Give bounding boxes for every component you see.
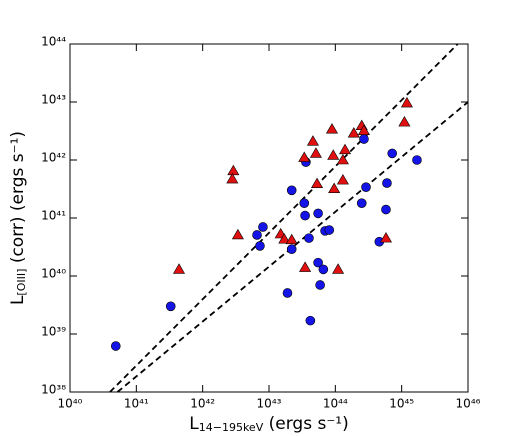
triangle-point [309, 147, 322, 158]
y-tick-label: 10⁴² [41, 151, 66, 165]
y-tick-label: 10⁴⁴ [41, 35, 66, 49]
triangle-point [332, 263, 345, 274]
triangle-point [379, 232, 392, 243]
y-tick-label: 10⁴⁰ [41, 267, 66, 281]
circle-point [356, 198, 367, 208]
x-tick-label: 10⁴⁵ [389, 397, 414, 411]
circle-point [255, 241, 265, 251]
dashed-line [116, 101, 469, 393]
triangle-point [306, 135, 319, 146]
triangle-point [298, 151, 311, 162]
circle-point [299, 198, 310, 208]
y-label-sub: [OIII] [15, 269, 28, 296]
x-tick-label: 10⁴³ [257, 397, 282, 411]
y-label-rest: (corr) (ergs s⁻¹) [8, 131, 28, 269]
circle-point [361, 182, 371, 192]
dashed-line [109, 43, 459, 393]
triangle-point [278, 233, 291, 244]
y-tick-label: 10³⁹ [41, 325, 66, 339]
triangle-point [311, 177, 324, 189]
circle-point [165, 301, 176, 312]
triangle-point [327, 149, 340, 160]
triangle-point [400, 96, 413, 108]
circle-point [282, 288, 293, 298]
circle-point [382, 178, 392, 188]
triangle-point [336, 153, 349, 165]
x-tick-label: 10⁴⁴ [323, 397, 348, 411]
x-tick-label: 10⁴¹ [124, 397, 149, 411]
circle-point [359, 134, 369, 144]
circle-point [300, 210, 310, 221]
x-axis-label: L14−195keV (ergs s⁻¹) [189, 414, 348, 434]
x-label-rest: (ergs s⁻¹) [263, 414, 349, 434]
triangle-point [357, 124, 370, 136]
x-tick-label: 10⁴² [190, 397, 215, 411]
y-label-main: L [8, 295, 28, 305]
x-tick-label: 10⁴⁶ [456, 397, 481, 411]
circle-point [381, 204, 391, 215]
triangle-point [231, 228, 244, 240]
x-label-sub: 14−195keV [199, 421, 264, 434]
triangle-point [285, 233, 298, 245]
y-axis-label: L[OIII] (corr) (ergs s⁻¹) [8, 131, 28, 305]
circle-point [286, 185, 297, 196]
triangle-point [172, 263, 186, 274]
circle-point [387, 148, 398, 159]
triangle-point [347, 127, 360, 138]
triangle-point [328, 182, 341, 194]
x-tick-label: 10⁴⁰ [58, 397, 83, 411]
circle-point [110, 341, 121, 351]
y-tick-label: 10⁴¹ [41, 209, 66, 223]
circle-point [258, 222, 268, 232]
circle-point [286, 244, 297, 254]
circle-point [252, 230, 262, 240]
circle-point [313, 208, 323, 219]
triangle-point [339, 143, 352, 155]
x-label-main: L [189, 414, 199, 434]
triangle-point [325, 123, 338, 134]
y-tick-label: 10³⁸ [41, 383, 66, 397]
circle-point [304, 233, 314, 243]
circle-point [318, 264, 329, 275]
triangle-point [226, 172, 239, 184]
triangle-point [336, 174, 349, 185]
triangle-point [398, 116, 411, 127]
y-tick-label: 10⁴³ [41, 93, 66, 107]
triangle-point [227, 164, 240, 176]
plot-frame [69, 43, 469, 393]
circle-point [313, 257, 323, 268]
circle-point [305, 315, 316, 326]
triangle-point [299, 261, 312, 272]
circle-point [315, 280, 325, 290]
circle-point [324, 225, 335, 235]
circle-point [412, 155, 422, 165]
